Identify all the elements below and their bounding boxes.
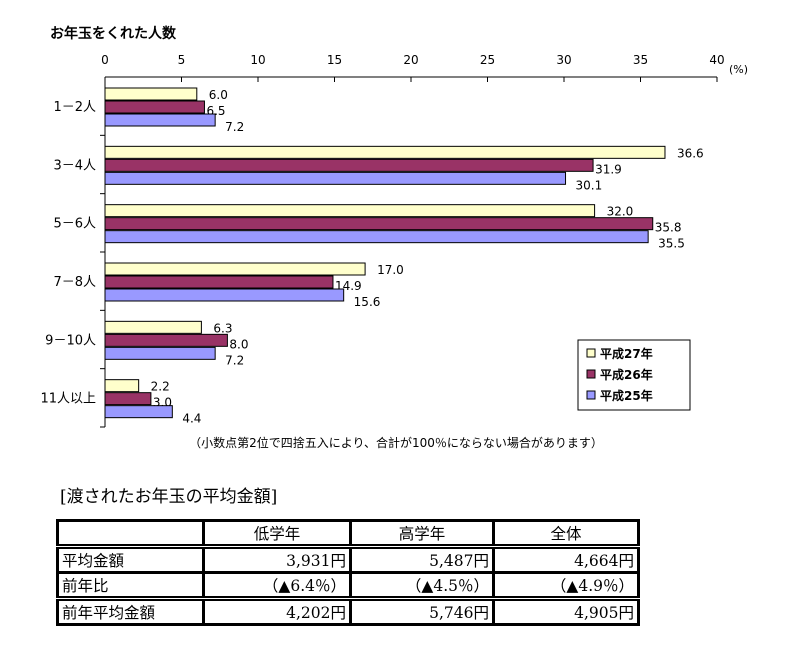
category-label: 7－8人	[53, 275, 96, 290]
x-tick-label: 0	[101, 53, 109, 67]
bar	[104, 333, 228, 347]
data-label: 30.1	[576, 178, 603, 192]
x-tick-label: 5	[178, 53, 186, 67]
legend-label: 平成27年	[600, 346, 653, 361]
data-label: 35.8	[655, 221, 682, 235]
x-tick-label: 40	[709, 53, 724, 67]
cell: 3,931円	[202, 545, 352, 574]
legend-swatch	[586, 369, 596, 379]
category-label: 3－4人	[53, 158, 96, 173]
table-title: [渡されたお年玉の平均金額]	[60, 487, 278, 507]
data-label: 35.5	[658, 237, 685, 251]
legend-swatch	[586, 390, 596, 400]
bar	[104, 262, 366, 276]
legend-swatch	[586, 348, 596, 358]
bar	[104, 230, 649, 244]
bar	[104, 204, 596, 218]
legend-label: 平成25年	[600, 388, 653, 403]
data-label: 15.6	[354, 295, 381, 309]
data-label: 6.3	[213, 321, 232, 335]
header-cell: 全体	[492, 519, 640, 549]
unit-label: (%)	[729, 63, 748, 76]
table-header-row: 低学年 高学年 全体	[56, 519, 640, 549]
average-amount-table: 低学年 高学年 全体 平均金額 3,931円 5,487円 4,664円 前年比…	[56, 519, 640, 626]
table-row: 前年平均金額 4,202円 5,746円 4,905円	[56, 597, 640, 626]
bar	[104, 87, 198, 101]
category-label: 5－6人	[53, 217, 96, 232]
chart-note: （小数点第2位で四捨五入により、合計が100％にならない場合があります）	[189, 436, 603, 450]
bar	[104, 145, 666, 159]
cell: 5,487円	[349, 545, 495, 574]
data-label: 32.0	[607, 205, 634, 219]
cell: （▲4.9％）	[492, 571, 640, 601]
cell: （▲6.4％）	[202, 571, 352, 601]
header-cell: 低学年	[202, 519, 352, 549]
x-tick-label: 25	[480, 53, 495, 67]
data-label: 17.0	[377, 263, 404, 277]
bar	[104, 379, 140, 393]
row-label: 平均金額	[56, 545, 205, 574]
cell: 4,202円	[202, 597, 352, 626]
legend-label: 平成26年	[600, 367, 653, 382]
data-label: 4.4	[182, 412, 201, 426]
data-label: 36.6	[677, 146, 704, 160]
data-label: 31.9	[595, 162, 622, 176]
bar	[104, 158, 594, 172]
table-row: 平均金額 3,931円 5,487円 4,664円	[56, 545, 640, 574]
bar-chart: お年玉をくれた人数(%)0 5 10 15 20 25 30 35 401－2人6.06.57.…	[40, 25, 748, 428]
bar	[104, 217, 654, 231]
x-tick-label: 30	[556, 53, 571, 67]
category-label: 1－2人	[53, 100, 96, 115]
x-tick-label: 35	[633, 53, 648, 67]
data-label: 8.0	[229, 337, 248, 351]
table-row: 前年比 （▲6.4％） （▲4.5％） （▲4.9％）	[56, 571, 640, 601]
row-label: 前年比	[56, 571, 205, 601]
data-label: 6.0	[209, 88, 228, 102]
bar	[104, 346, 216, 360]
bar	[104, 392, 152, 406]
data-label: 2.2	[151, 380, 170, 394]
data-label: 7.2	[225, 120, 244, 134]
bar	[104, 171, 567, 185]
cell: 4,905円	[492, 597, 640, 626]
header-cell: 高学年	[349, 519, 495, 549]
bar	[104, 405, 173, 419]
chart-title: お年玉をくれた人数	[50, 25, 177, 42]
category-label: 9－10人	[45, 333, 96, 348]
bar	[104, 320, 202, 334]
header-cell	[56, 519, 205, 549]
cell: 5,746円	[349, 597, 495, 626]
cell: 4,664円	[492, 545, 640, 574]
bar	[104, 275, 334, 289]
category-label: 11人以上	[40, 392, 96, 407]
cell: （▲4.5％）	[349, 571, 495, 601]
bar	[104, 113, 216, 127]
x-tick-label: 20	[403, 53, 418, 67]
row-label: 前年平均金額	[56, 597, 205, 626]
bar	[104, 288, 345, 302]
legend-box	[577, 339, 691, 411]
data-label: 7.2	[225, 353, 244, 367]
bar	[104, 100, 205, 114]
x-tick-label: 10	[250, 53, 265, 67]
x-tick-label: 15	[327, 53, 342, 67]
